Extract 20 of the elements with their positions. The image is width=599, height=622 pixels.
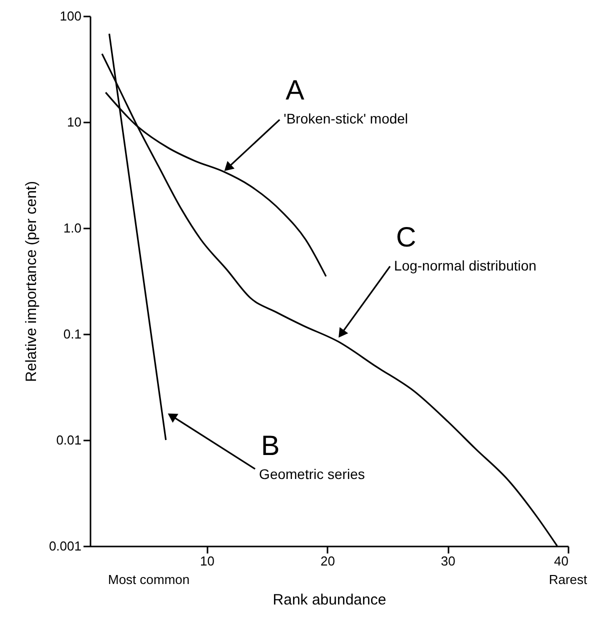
y-tick-label: 10 (67, 114, 82, 130)
x-tick-label: 20 (320, 554, 335, 568)
annotation: C (396, 221, 416, 252)
y-tick-label: 0.01 (56, 432, 82, 448)
y-tick-label: 0.001 (48, 538, 82, 554)
annotation: Geometric series (259, 466, 365, 482)
x-axis-title: Rank abundance (272, 592, 386, 608)
annotation: 'Broken-stick' model (284, 110, 408, 127)
x-tick-label: 40 (554, 554, 568, 568)
x-tick-label: 10 (200, 554, 215, 568)
y-tick-label: 1.0 (63, 220, 82, 236)
y-axis-title: Relative importance (per cent) (22, 181, 40, 382)
annotation: A (286, 74, 305, 106)
x-tick-label: 30 (440, 554, 456, 568)
text: Most common (108, 572, 190, 587)
y-tick-label: 0.1 (63, 326, 82, 342)
text: Rarest (548, 572, 588, 587)
y-tick-label: 100 (60, 8, 82, 24)
annotation: Log-normal distribution (394, 257, 536, 274)
annotation: B (261, 430, 280, 461)
